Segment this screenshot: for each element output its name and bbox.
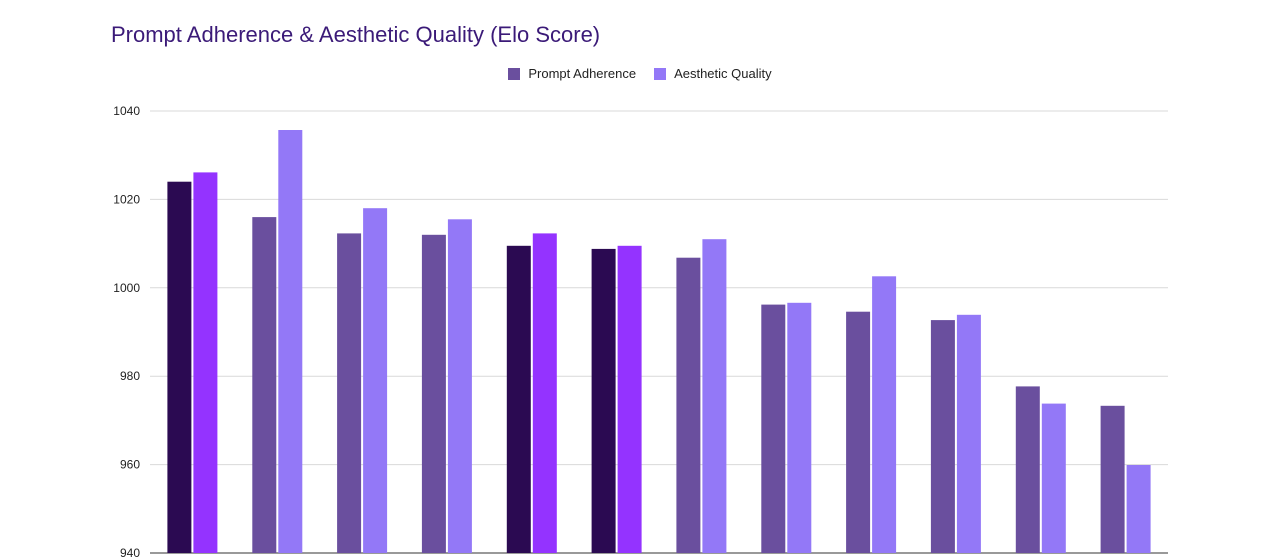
bar-aesthetic-quality xyxy=(617,245,642,554)
chart-legend: Prompt Adherence Aesthetic Quality xyxy=(0,66,1280,81)
bar-prompt-adherence xyxy=(591,248,616,553)
bar-aesthetic-quality xyxy=(447,219,472,554)
legend-item-prompt-adherence: Prompt Adherence xyxy=(508,66,636,81)
bar-prompt-adherence xyxy=(846,311,871,553)
legend-item-aesthetic-quality: Aesthetic Quality xyxy=(654,66,772,81)
legend-swatch-prompt-adherence xyxy=(508,67,521,80)
bars-layer xyxy=(167,130,1151,554)
legend-label-aesthetic-quality: Aesthetic Quality xyxy=(674,66,772,81)
y-tick-label: 1000 xyxy=(113,281,140,295)
bar-aesthetic-quality xyxy=(363,208,388,553)
bar-prompt-adherence xyxy=(252,217,277,553)
legend-label-prompt-adherence: Prompt Adherence xyxy=(528,66,637,81)
y-tick-label: 1020 xyxy=(113,192,140,206)
bar-prompt-adherence xyxy=(421,234,446,554)
bar-prompt-adherence xyxy=(930,320,955,553)
bar-aesthetic-quality xyxy=(1041,403,1066,553)
bar-prompt-adherence xyxy=(676,257,701,553)
bar-aesthetic-quality xyxy=(193,172,218,553)
y-tick-label: 940 xyxy=(120,546,140,559)
bar-prompt-adherence xyxy=(1015,386,1040,553)
bar-aesthetic-quality xyxy=(872,276,897,553)
bar-aesthetic-quality xyxy=(956,314,981,553)
y-axis: 940 960 980 1000 1020 1040 xyxy=(113,104,140,559)
y-tick-label: 980 xyxy=(120,369,140,383)
bar-aesthetic-quality xyxy=(278,130,303,553)
bar-aesthetic-quality xyxy=(1126,465,1151,553)
bar-prompt-adherence xyxy=(167,181,192,553)
bar-aesthetic-quality xyxy=(532,233,557,553)
bar-prompt-adherence xyxy=(506,245,531,554)
y-tick-label: 960 xyxy=(120,458,140,472)
bar-aesthetic-quality xyxy=(787,302,812,553)
legend-swatch-aesthetic-quality xyxy=(654,67,667,80)
bar-prompt-adherence xyxy=(1100,405,1125,553)
bar-prompt-adherence xyxy=(337,233,362,553)
bar-aesthetic-quality xyxy=(702,239,727,553)
grid-layer xyxy=(150,110,1168,554)
bar-prompt-adherence xyxy=(761,304,786,553)
y-tick-label: 1040 xyxy=(113,104,140,118)
chart-title: Prompt Adherence & Aesthetic Quality (El… xyxy=(111,22,601,47)
